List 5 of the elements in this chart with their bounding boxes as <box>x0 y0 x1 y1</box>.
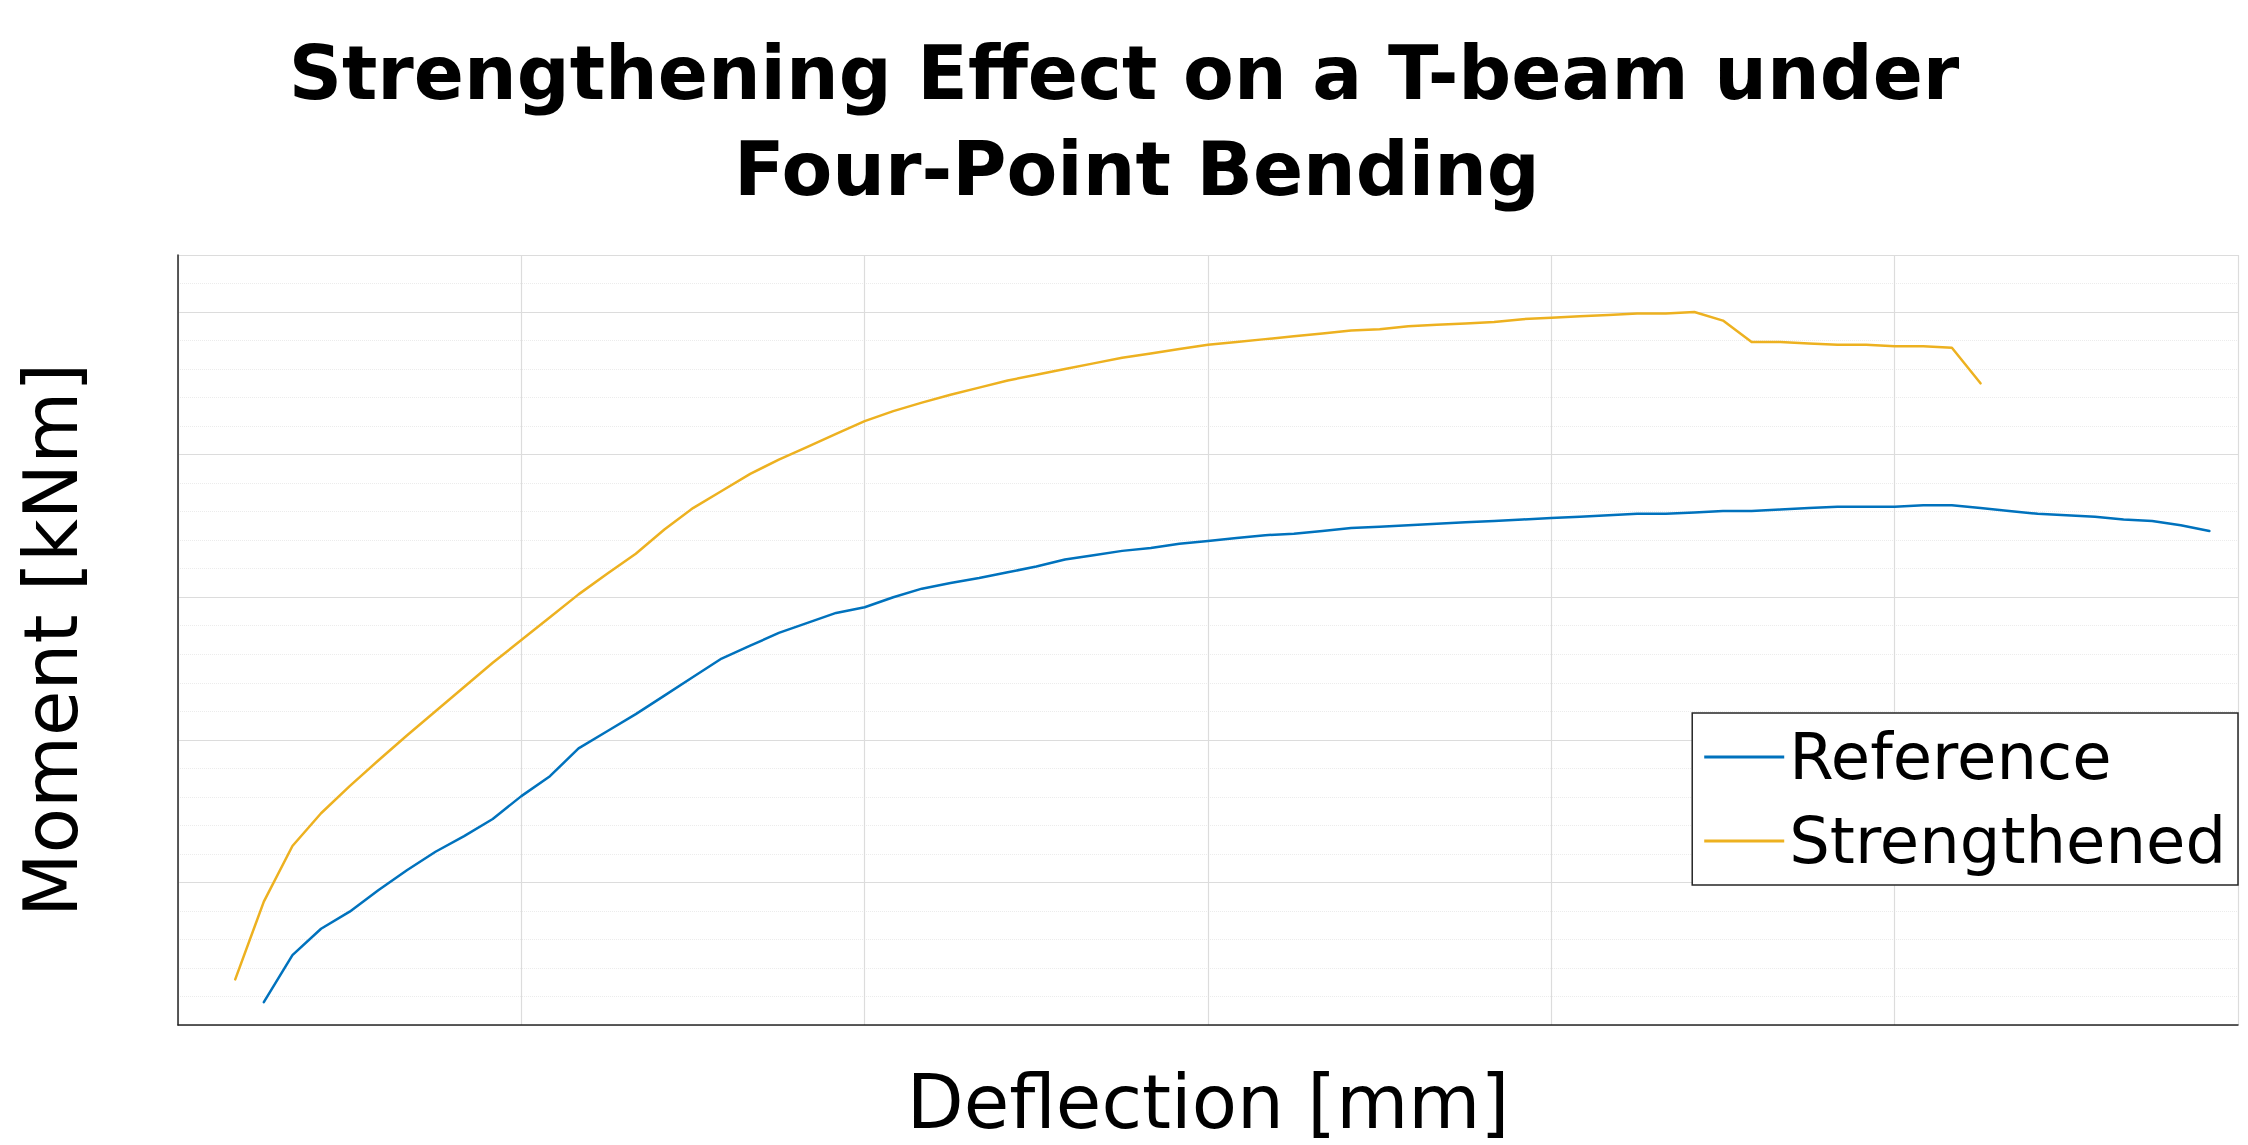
x-axis-title: Deflection [mm] <box>906 1059 1510 1145</box>
legend-label: Reference <box>1789 720 2112 794</box>
legend-label: Strengthened <box>1789 804 2226 878</box>
y-axis-title: Moment [kNm] <box>8 362 94 918</box>
chart-title: Strengthening Effect on a T-beam under Four-Point Bending <box>288 30 1960 212</box>
